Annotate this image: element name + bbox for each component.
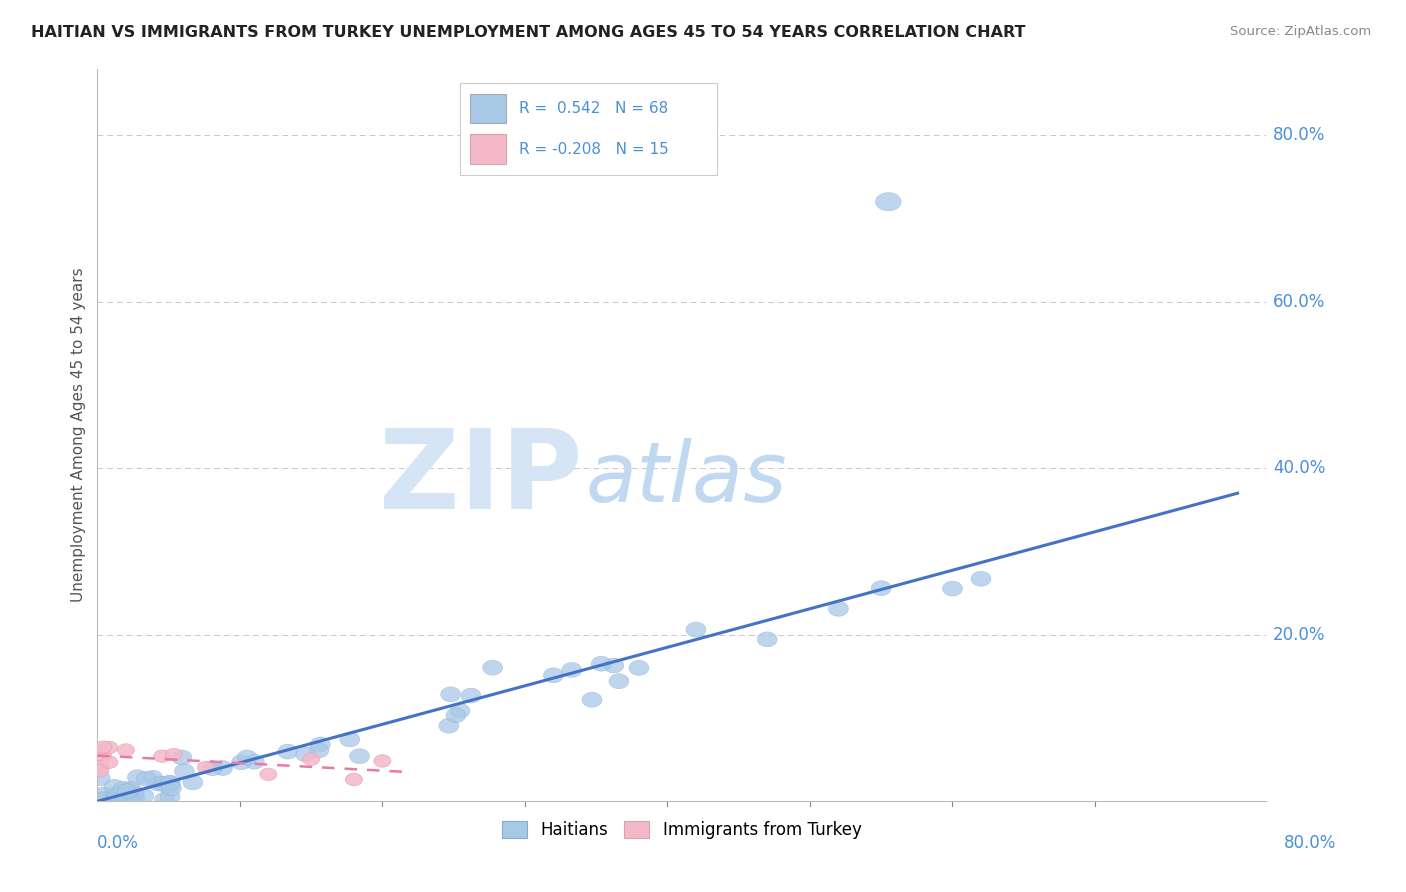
Ellipse shape (160, 775, 180, 790)
Ellipse shape (172, 750, 191, 765)
Ellipse shape (544, 668, 564, 683)
Ellipse shape (90, 771, 110, 786)
Ellipse shape (90, 792, 110, 807)
Ellipse shape (90, 792, 110, 807)
Ellipse shape (104, 792, 124, 807)
Ellipse shape (91, 744, 108, 756)
Ellipse shape (972, 571, 991, 586)
Ellipse shape (686, 622, 706, 637)
Ellipse shape (582, 692, 602, 707)
Text: HAITIAN VS IMMIGRANTS FROM TURKEY UNEMPLOYMENT AMONG AGES 45 TO 54 YEARS CORRELA: HAITIAN VS IMMIGRANTS FROM TURKEY UNEMPL… (31, 25, 1025, 40)
Ellipse shape (311, 737, 330, 752)
Ellipse shape (121, 781, 141, 797)
Ellipse shape (94, 787, 114, 802)
Ellipse shape (238, 750, 257, 765)
Ellipse shape (592, 657, 612, 671)
Ellipse shape (440, 687, 461, 702)
Ellipse shape (134, 789, 153, 804)
Ellipse shape (108, 788, 128, 803)
Text: 40.0%: 40.0% (1274, 459, 1326, 477)
Ellipse shape (295, 747, 316, 762)
Ellipse shape (153, 777, 173, 791)
Ellipse shape (260, 768, 277, 780)
Ellipse shape (450, 703, 470, 718)
Ellipse shape (104, 780, 124, 794)
Ellipse shape (107, 792, 127, 807)
Text: 0.0%: 0.0% (97, 834, 139, 853)
Ellipse shape (197, 761, 215, 773)
Ellipse shape (628, 660, 650, 675)
Ellipse shape (105, 787, 125, 802)
Ellipse shape (245, 755, 264, 769)
Text: ZIP: ZIP (380, 425, 582, 533)
Ellipse shape (143, 771, 163, 785)
Ellipse shape (101, 756, 118, 768)
Ellipse shape (114, 781, 134, 797)
Ellipse shape (96, 792, 115, 807)
Ellipse shape (101, 741, 118, 754)
Ellipse shape (160, 789, 180, 805)
Ellipse shape (302, 753, 319, 765)
Ellipse shape (603, 658, 624, 673)
Ellipse shape (374, 755, 391, 767)
Ellipse shape (828, 601, 848, 616)
Ellipse shape (94, 792, 114, 807)
Ellipse shape (212, 761, 232, 775)
Ellipse shape (942, 581, 963, 596)
Text: 80.0%: 80.0% (1284, 834, 1336, 853)
Ellipse shape (159, 776, 180, 790)
Ellipse shape (94, 791, 115, 806)
Ellipse shape (91, 760, 108, 772)
Ellipse shape (120, 792, 139, 807)
Ellipse shape (350, 748, 370, 764)
Ellipse shape (876, 193, 901, 211)
Y-axis label: Unemployment Among Ages 45 to 54 years: Unemployment Among Ages 45 to 54 years (72, 268, 86, 602)
Ellipse shape (148, 776, 167, 791)
Text: Source: ZipAtlas.com: Source: ZipAtlas.com (1230, 25, 1371, 38)
Ellipse shape (128, 770, 148, 785)
Text: atlas: atlas (586, 438, 787, 519)
Ellipse shape (174, 764, 194, 779)
Ellipse shape (758, 632, 778, 647)
Ellipse shape (96, 750, 112, 763)
Text: 60.0%: 60.0% (1274, 293, 1326, 310)
Ellipse shape (125, 790, 145, 805)
Legend: Haitians, Immigrants from Turkey: Haitians, Immigrants from Turkey (495, 814, 869, 846)
Ellipse shape (160, 778, 180, 793)
Ellipse shape (609, 673, 628, 689)
Ellipse shape (153, 750, 170, 763)
Ellipse shape (96, 792, 117, 807)
Ellipse shape (346, 773, 363, 786)
Ellipse shape (446, 707, 465, 723)
Ellipse shape (124, 785, 143, 800)
Ellipse shape (872, 581, 891, 596)
Ellipse shape (482, 660, 502, 675)
Ellipse shape (232, 755, 252, 770)
Text: 80.0%: 80.0% (1274, 126, 1326, 145)
Ellipse shape (562, 663, 582, 677)
Ellipse shape (461, 688, 481, 703)
Ellipse shape (155, 792, 174, 807)
Ellipse shape (309, 743, 329, 758)
Ellipse shape (166, 748, 183, 761)
Ellipse shape (439, 718, 458, 733)
Ellipse shape (136, 772, 156, 786)
Ellipse shape (117, 744, 135, 756)
Ellipse shape (91, 764, 108, 777)
Ellipse shape (117, 783, 138, 798)
Ellipse shape (103, 792, 122, 807)
Ellipse shape (162, 780, 181, 796)
Ellipse shape (183, 775, 202, 790)
Ellipse shape (340, 732, 360, 747)
Text: 20.0%: 20.0% (1274, 626, 1326, 644)
Ellipse shape (278, 744, 298, 759)
Ellipse shape (94, 741, 111, 754)
Ellipse shape (90, 792, 110, 807)
Ellipse shape (202, 761, 222, 776)
